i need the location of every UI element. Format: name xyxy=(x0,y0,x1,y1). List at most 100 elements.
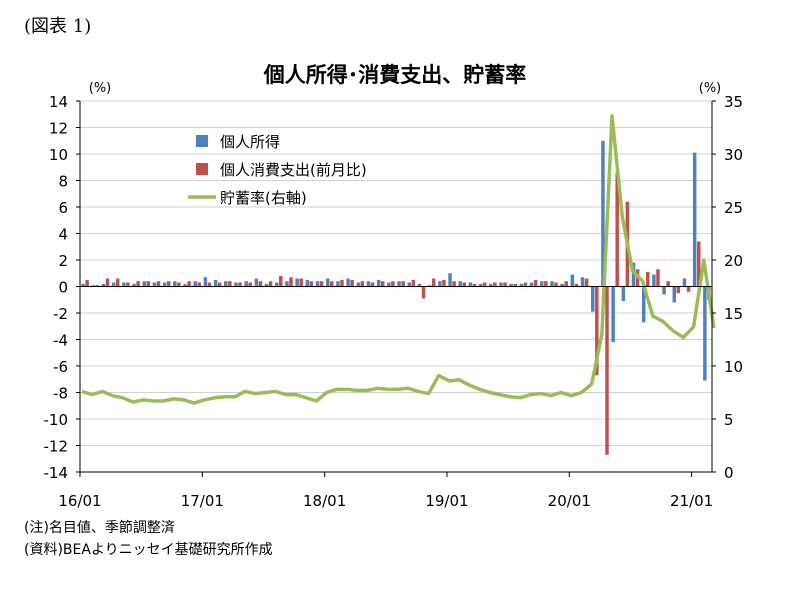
income-bar xyxy=(458,281,462,287)
y-tick-left: -14 xyxy=(44,464,69,482)
spending-bar xyxy=(686,286,691,292)
spending-bar xyxy=(554,282,558,287)
spending-bar xyxy=(584,278,589,287)
x-tick-label: 18/01 xyxy=(303,492,346,510)
income-bar xyxy=(641,286,646,323)
y-tick-left: 10 xyxy=(49,146,68,164)
spending-bar xyxy=(666,281,670,287)
spending-bar xyxy=(595,286,599,376)
y-tick-right: 15 xyxy=(724,305,743,323)
y-tick-left: -6 xyxy=(53,358,68,376)
income-bar xyxy=(183,283,187,287)
spending-bar xyxy=(656,269,660,287)
y-tick-left: 4 xyxy=(58,226,68,244)
spending-bar xyxy=(187,281,191,287)
spending-bar xyxy=(370,282,375,287)
income-bar xyxy=(509,283,513,287)
legend-label: 貯蓄率(右軸) xyxy=(220,189,307,207)
spending-bar xyxy=(462,282,467,287)
spending-bar xyxy=(360,281,365,287)
spending-bar xyxy=(452,281,456,287)
income-bar xyxy=(672,286,677,303)
spending-bar xyxy=(299,278,303,287)
income-bar xyxy=(234,282,238,287)
income-bar xyxy=(407,282,411,287)
income-bar xyxy=(448,273,452,287)
income-bar xyxy=(631,262,636,287)
income-bar xyxy=(325,278,330,287)
spending-bar xyxy=(697,241,701,287)
spending-bar xyxy=(350,279,354,287)
income-bar xyxy=(662,286,666,295)
y-tick-right: 30 xyxy=(724,146,743,164)
income-bar xyxy=(366,281,371,287)
income-bar xyxy=(438,281,442,287)
spending-bar xyxy=(564,281,568,287)
income-bar xyxy=(417,283,422,287)
spending-bar xyxy=(493,282,497,287)
left-axis-unit: (%) xyxy=(89,81,112,96)
spending-bar xyxy=(146,281,151,287)
income-bar xyxy=(478,283,483,287)
spending-bar xyxy=(217,282,222,287)
income-bar xyxy=(162,282,167,287)
spending-bar xyxy=(615,172,619,287)
y-tick-left: 12 xyxy=(49,120,68,138)
income-bar xyxy=(692,152,697,287)
income-bar xyxy=(468,282,473,287)
spending-bar xyxy=(431,278,436,287)
spending-bar xyxy=(523,282,528,287)
spending-bar xyxy=(401,281,405,287)
income-bar xyxy=(591,286,595,312)
y-tick-right: 0 xyxy=(724,464,734,482)
spending-bar xyxy=(482,282,487,287)
x-tick-label: 19/01 xyxy=(425,492,468,510)
y-tick-right: 35 xyxy=(724,93,743,111)
x-tick-label: 20/01 xyxy=(548,492,591,510)
saving-rate-line xyxy=(81,114,716,405)
spending-bar xyxy=(248,282,252,287)
source-note: (資料)BEAよりニッセイ基礎研究所作成 xyxy=(24,542,273,558)
spending-bar xyxy=(197,282,201,287)
spending-bar xyxy=(544,281,548,287)
y-tick-left: -8 xyxy=(53,385,68,403)
spending-bar xyxy=(676,286,681,294)
spending-bar xyxy=(340,279,344,287)
y-tick-left: -2 xyxy=(53,305,68,323)
y-tick-left: -12 xyxy=(44,438,69,456)
x-tick-label: 16/01 xyxy=(58,492,101,510)
x-tick-label: 17/01 xyxy=(181,492,224,510)
right-axis-unit: (%) xyxy=(699,81,722,96)
income-bar xyxy=(489,283,493,287)
income-bar xyxy=(387,282,391,287)
legend-label: 個人所得 xyxy=(220,133,280,151)
spending-bar xyxy=(381,281,385,287)
income-bar xyxy=(315,281,320,287)
income-bar xyxy=(540,281,544,287)
income-bar xyxy=(570,274,575,287)
income-bar xyxy=(376,279,381,287)
spending-bar xyxy=(533,279,538,287)
legend-swatch xyxy=(196,135,208,147)
income-bar xyxy=(703,286,707,381)
income-bar xyxy=(111,282,116,287)
figure-label: (図表 1) xyxy=(24,16,92,37)
income-bar xyxy=(529,282,534,287)
income-bar xyxy=(682,278,687,287)
income-bar xyxy=(336,281,340,287)
y-tick-left: 6 xyxy=(58,199,68,217)
spending-bar xyxy=(166,281,171,287)
spending-bar xyxy=(574,283,579,287)
income-bar xyxy=(254,278,259,287)
spending-bar xyxy=(156,281,161,287)
income-bar xyxy=(580,277,585,287)
income-bar xyxy=(244,281,248,287)
income-bar xyxy=(652,274,656,287)
spending-bar xyxy=(319,281,324,287)
spending-bar xyxy=(177,282,181,287)
income-bar xyxy=(81,283,85,287)
spending-bar xyxy=(513,283,517,287)
spending-bar xyxy=(442,279,446,287)
spending-bar xyxy=(330,281,334,287)
income-bar xyxy=(519,283,524,287)
